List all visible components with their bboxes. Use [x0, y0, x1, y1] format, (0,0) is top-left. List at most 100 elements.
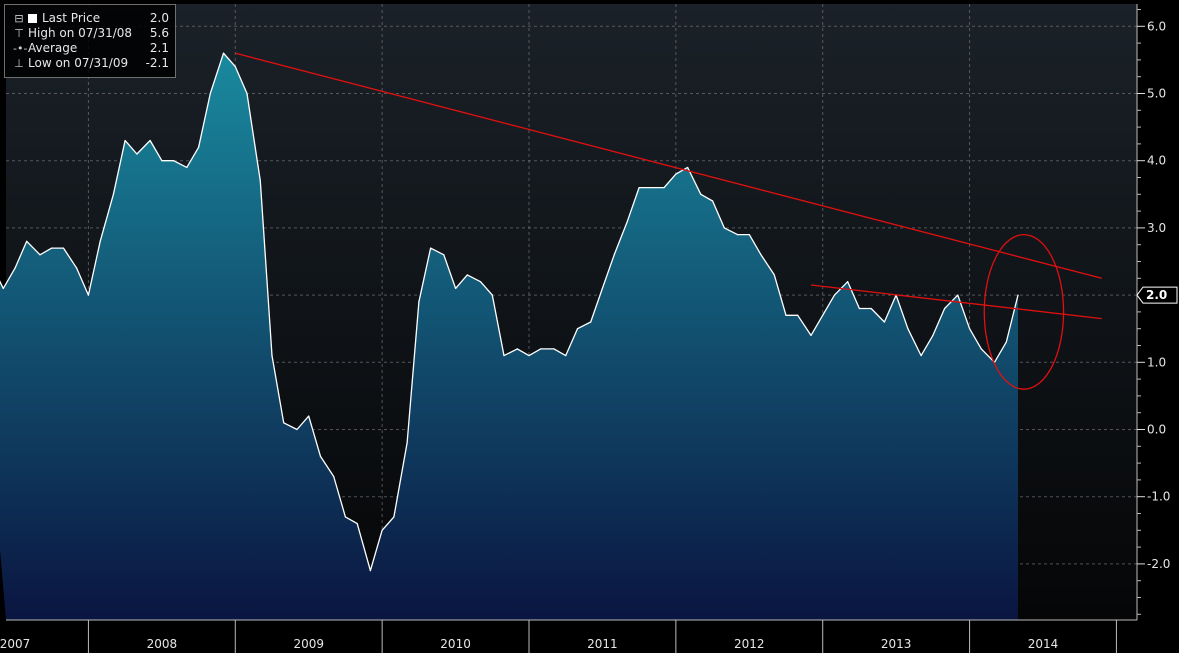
data-point — [149, 139, 151, 142]
data-point — [700, 193, 702, 195]
data-point — [576, 328, 579, 330]
data-point — [161, 160, 163, 162]
legend-row-low: ⊥ Low on 07/31/09 -2.1 — [13, 56, 169, 71]
data-point — [810, 334, 812, 337]
data-point — [406, 442, 408, 444]
data-point — [99, 240, 101, 242]
x-tick-label: 2007 — [0, 637, 30, 651]
data-point — [858, 307, 861, 310]
x-tick-label: 2009 — [293, 637, 324, 651]
data-point — [186, 166, 188, 169]
data-point — [797, 314, 799, 316]
data-point — [14, 267, 16, 269]
data-point — [638, 186, 640, 189]
data-point — [124, 139, 126, 142]
data-point — [833, 294, 836, 296]
y-tick-label: 4.0 — [1147, 154, 1166, 168]
price-line — [0, 52, 1019, 572]
data-point — [283, 422, 285, 424]
data-point — [968, 328, 971, 330]
x-tick-label: 2011 — [587, 637, 618, 651]
data-point — [369, 570, 371, 572]
legend-average-value: 2.1 — [149, 41, 169, 55]
highlight-ellipse — [983, 233, 1065, 390]
data-point — [1005, 341, 1007, 343]
trendline — [810, 284, 1102, 320]
data-point — [932, 334, 934, 337]
legend-high-label: High on 07/31/08 — [28, 26, 133, 40]
data-point — [222, 52, 225, 54]
data-point — [736, 234, 739, 236]
data-point — [136, 153, 138, 155]
data-point — [173, 160, 175, 162]
data-point — [760, 254, 762, 256]
x-tick-label: 2008 — [147, 637, 178, 651]
data-point — [944, 307, 946, 310]
data-point — [308, 415, 310, 417]
data-point — [650, 186, 652, 189]
data-point — [907, 328, 909, 330]
legend-row-high: ⊤ High on 07/31/08 5.6 — [13, 26, 169, 41]
data-point — [26, 240, 28, 242]
y-tick-label: 1.0 — [1147, 355, 1166, 369]
y-tick-label: 5.0 — [1147, 87, 1166, 101]
last-value-label: 2.0 — [1146, 288, 1167, 302]
data-point — [565, 354, 567, 357]
data-point — [1017, 294, 1019, 296]
legend-row-last: ⊟ Last Price 2.0 — [13, 11, 169, 26]
data-point — [2, 287, 4, 289]
data-point — [356, 522, 358, 525]
data-point — [87, 294, 90, 296]
x-tick-label: 2010 — [440, 637, 471, 651]
data-point — [883, 321, 885, 323]
data-point — [197, 146, 200, 148]
data-point — [491, 294, 493, 296]
legend-low-label: Low on 07/31/09 — [28, 56, 129, 70]
data-point — [980, 348, 982, 350]
data-point — [785, 314, 787, 316]
y-axis: 6.05.04.03.02.01.00.0-1.0-2.02.0 — [1136, 4, 1178, 620]
y-tick-label: 6.0 — [1147, 19, 1166, 33]
data-point — [920, 354, 922, 357]
x-tick-label: 2012 — [734, 637, 765, 651]
legend-low-value: -2.1 — [145, 56, 169, 70]
legend-last-label: Last Price — [42, 11, 101, 25]
data-point — [381, 529, 383, 531]
x-axis: 2007 2008 2009 2010 2011 2012 2013 2014 — [0, 619, 1137, 653]
data-point — [748, 234, 750, 236]
data-point — [39, 254, 41, 256]
data-point — [333, 475, 335, 478]
data-point — [687, 166, 689, 169]
data-point — [246, 92, 248, 95]
data-point — [601, 287, 604, 289]
data-point — [271, 354, 273, 357]
data-point — [51, 247, 53, 249]
data-point — [675, 173, 677, 175]
collapse-icon[interactable]: ⊟ — [14, 12, 24, 25]
data-point — [418, 301, 420, 303]
data-point — [443, 254, 445, 256]
y-tick-label: -2.0 — [1147, 557, 1170, 571]
data-point — [430, 247, 432, 249]
y-tick-label: 0.0 — [1147, 423, 1166, 437]
data-point — [553, 348, 555, 350]
data-point — [503, 354, 505, 357]
data-point — [626, 220, 628, 222]
data-point — [466, 274, 468, 276]
data-point — [296, 428, 298, 431]
data-point — [209, 92, 211, 95]
high-marker-icon: ⊤ — [14, 27, 24, 40]
data-point — [393, 516, 395, 518]
data-point — [590, 321, 592, 323]
data-point — [540, 348, 542, 350]
white-square-icon — [28, 14, 37, 23]
data-point — [516, 348, 518, 350]
average-marker-icon: -•- — [13, 42, 28, 55]
price-area — [0, 53, 1018, 620]
low-marker-icon: ⊥ — [14, 57, 24, 70]
data-point — [479, 281, 482, 283]
legend: ⊟ Last Price 2.0 ⊤ High on 07/31/08 5.6 … — [4, 4, 176, 78]
data-point — [454, 287, 457, 289]
